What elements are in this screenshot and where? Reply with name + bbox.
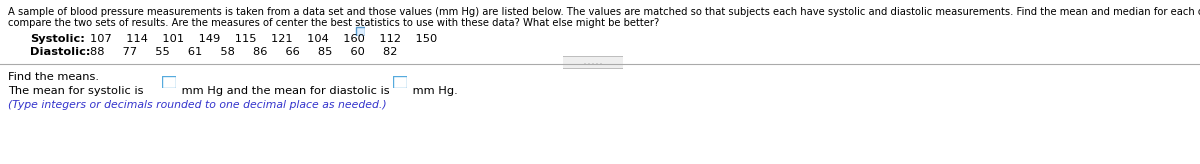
Text: A sample of blood pressure measurements is taken from a data set and those value: A sample of blood pressure measurements … [8,7,1200,17]
Text: 107    114    101    149    115    121    104    160    112    150: 107 114 101 149 115 121 104 160 112 150 [90,34,437,44]
Text: (Type integers or decimals rounded to one decimal place as needed.): (Type integers or decimals rounded to on… [8,100,386,110]
Text: Find the means.: Find the means. [8,72,98,82]
FancyBboxPatch shape [162,76,176,88]
Text: Diastolic:: Diastolic: [30,47,90,57]
Text: mm Hg and the mean for diastolic is: mm Hg and the mean for diastolic is [178,86,390,96]
Text: Systolic:: Systolic: [30,34,85,44]
Text: . . . . .: . . . . . [584,60,602,65]
FancyBboxPatch shape [394,76,407,88]
FancyBboxPatch shape [355,27,365,35]
FancyBboxPatch shape [562,56,625,69]
Text: mm Hg.: mm Hg. [409,86,457,96]
Text: 88     77     55     61     58     86     66     85     60     82: 88 77 55 61 58 86 66 85 60 82 [90,47,397,57]
Text: compare the two sets of results. Are the measures of center the best statistics : compare the two sets of results. Are the… [8,18,659,28]
Text: The mean for systolic is: The mean for systolic is [8,86,144,96]
